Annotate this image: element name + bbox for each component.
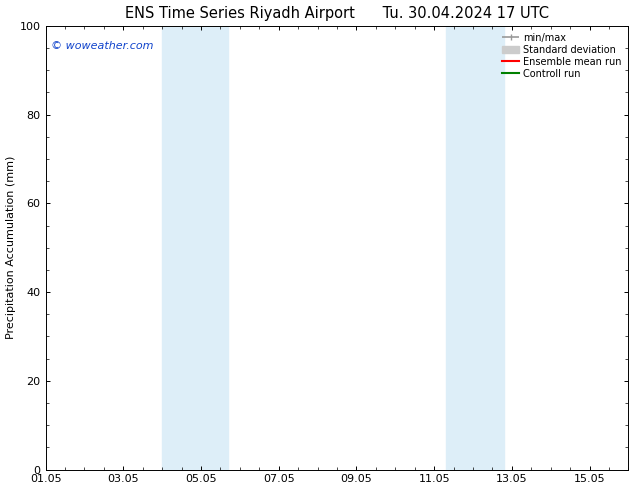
Text: © woweather.com: © woweather.com — [51, 42, 154, 51]
Title: ENS Time Series Riyadh Airport      Tu. 30.04.2024 17 UTC: ENS Time Series Riyadh Airport Tu. 30.04… — [125, 5, 549, 21]
Legend: min/max, Standard deviation, Ensemble mean run, Controll run: min/max, Standard deviation, Ensemble me… — [500, 31, 624, 80]
Y-axis label: Precipitation Accumulation (mm): Precipitation Accumulation (mm) — [6, 156, 16, 340]
Bar — [446, 26, 504, 469]
Bar — [162, 26, 228, 469]
